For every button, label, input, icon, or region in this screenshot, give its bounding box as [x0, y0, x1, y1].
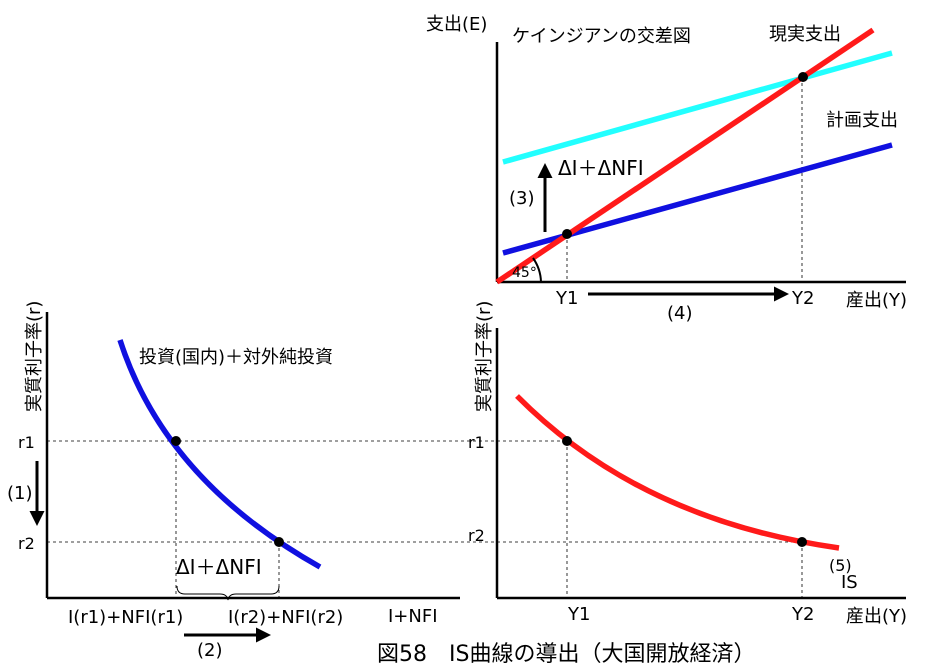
is-panel: 実質利子率(r) r1 r2 (5) IS Y1 Y2 産出(Y) [468, 301, 907, 627]
actual-expenditure-line [495, 27, 875, 285]
keynesian-title: ケインジアンの交差図 [512, 26, 691, 47]
investment-curve-label: 投資(国内)＋対外純投資 [139, 347, 333, 368]
step-4-label: (4) [667, 303, 693, 324]
equilibrium-point-1 [562, 229, 572, 239]
is-y1-label: Y1 [567, 604, 590, 625]
investment-point-r2 [274, 537, 284, 547]
is-r2-label: r2 [468, 526, 485, 545]
angle-label: 45° [512, 265, 537, 281]
keynesian-y-axis-label: 支出(E) [426, 14, 487, 35]
step-3-label: (3) [509, 188, 535, 209]
step-5-label: (5) [829, 556, 852, 575]
planned-expenditure-high-line [502, 50, 893, 165]
shift-label: ΔI＋ΔNFI [558, 156, 644, 180]
delta-label: ΔI＋ΔNFI [176, 555, 262, 579]
planned-expenditure-label: 計画支出 [826, 110, 898, 131]
delta-brace [176, 585, 280, 601]
equilibrium-point-2 [798, 72, 808, 82]
keynesian-y2-label: Y2 [791, 288, 814, 309]
investment-r2-label: r2 [18, 534, 35, 553]
keynesian-cross-panel: 支出(E) ケインジアンの交差図 現実支出 計画支出 ΔI＋ΔNFI (3) 4… [426, 14, 907, 324]
investment-r1-label: r1 [18, 433, 35, 452]
step-1-label: (1) [7, 483, 33, 504]
step-2-label: (2) [197, 640, 223, 661]
is-point-2 [797, 537, 807, 547]
is-curve [515, 394, 840, 551]
is-x-axis-label: 産出(Y) [846, 606, 907, 627]
investment-x-r1-label: I(r1)+NFI(r1) [68, 607, 183, 628]
investment-y-axis-label: 実質利子率(r) [24, 301, 45, 412]
is-point-1 [562, 436, 572, 446]
keynesian-y1-label: Y1 [555, 288, 578, 309]
is-y-axis-label: 実質利子率(r) [474, 301, 495, 412]
investment-curve [117, 339, 322, 570]
is-r1-label: r1 [468, 433, 485, 452]
investment-x-axis-label: I+NFI [388, 606, 438, 627]
keynesian-x-axis-label: 産出(Y) [846, 290, 907, 311]
actual-expenditure-label: 現実支出 [769, 24, 841, 45]
investment-point-r1 [171, 436, 181, 446]
investment-panel: 実質利子率(r) 投資(国内)＋対外純投資 r1 r2 (1) ΔI＋ΔNFI … [7, 301, 801, 661]
is-curve-label: IS [841, 572, 858, 593]
figure-caption: 図58 IS曲線の導出（大国開放経済） [377, 642, 755, 667]
is-y2-label: Y2 [791, 604, 814, 625]
investment-x-r2-label: I(r2)+NFI(r2) [228, 607, 343, 628]
angle-arc [532, 257, 542, 283]
